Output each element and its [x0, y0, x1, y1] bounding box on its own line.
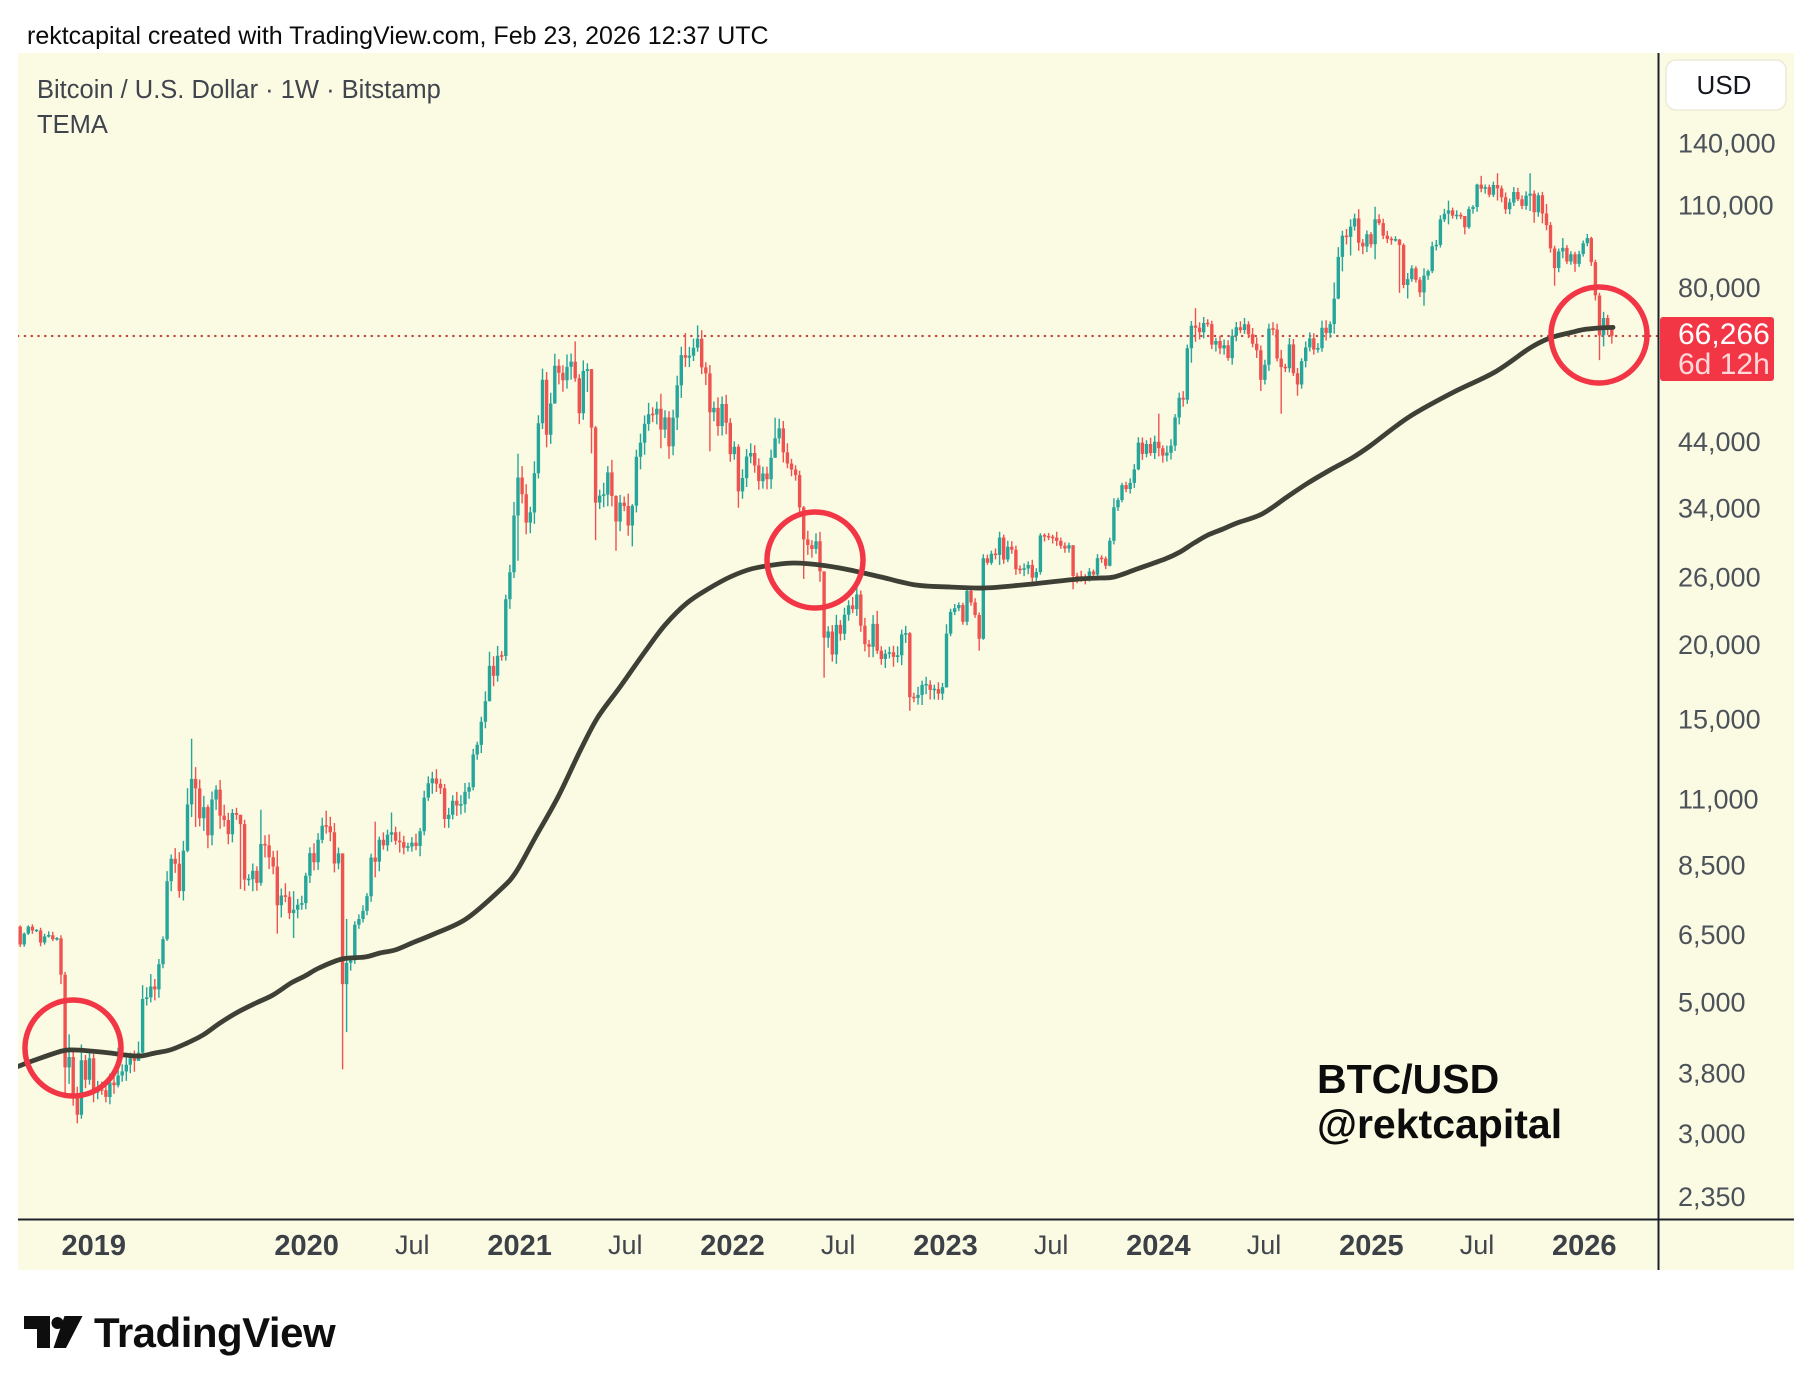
- svg-text:Jul: Jul: [608, 1230, 643, 1260]
- svg-text:34,000: 34,000: [1678, 493, 1761, 523]
- svg-text:11,000: 11,000: [1678, 784, 1759, 814]
- svg-text:Jul: Jul: [1034, 1230, 1069, 1260]
- svg-text:5,000: 5,000: [1678, 988, 1746, 1018]
- svg-text:@rektcapital: @rektcapital: [1317, 1101, 1562, 1147]
- svg-text:110,000: 110,000: [1678, 191, 1774, 221]
- svg-text:USD: USD: [1697, 70, 1752, 100]
- svg-text:3,800: 3,800: [1678, 1058, 1746, 1088]
- svg-text:80,000: 80,000: [1678, 273, 1761, 303]
- svg-text:TEMA: TEMA: [37, 111, 108, 139]
- svg-text:2024: 2024: [1126, 1230, 1191, 1262]
- svg-text:2021: 2021: [487, 1230, 552, 1262]
- svg-text:140,000: 140,000: [1678, 129, 1776, 159]
- svg-text:Jul: Jul: [395, 1230, 430, 1260]
- svg-text:Jul: Jul: [1460, 1230, 1495, 1260]
- svg-text:44,000: 44,000: [1678, 427, 1761, 457]
- svg-text:2020: 2020: [274, 1230, 339, 1262]
- svg-text:Jul: Jul: [1247, 1230, 1282, 1260]
- svg-text:BTC/USD: BTC/USD: [1317, 1056, 1499, 1102]
- svg-text:26,000: 26,000: [1678, 563, 1761, 593]
- svg-text:20,000: 20,000: [1678, 630, 1761, 660]
- svg-text:8,500: 8,500: [1678, 851, 1746, 881]
- svg-text:rektcapital created with Tradi: rektcapital created with TradingView.com…: [27, 22, 769, 50]
- svg-text:2025: 2025: [1339, 1230, 1404, 1262]
- svg-text:2023: 2023: [913, 1230, 978, 1262]
- svg-text:2022: 2022: [700, 1230, 765, 1262]
- svg-text:TradingView: TradingView: [94, 1309, 336, 1356]
- svg-text:2026: 2026: [1552, 1230, 1617, 1262]
- svg-text:15,000: 15,000: [1678, 704, 1761, 734]
- svg-text:Bitcoin / U.S. Dollar · 1W · B: Bitcoin / U.S. Dollar · 1W · Bitstamp: [37, 76, 441, 104]
- svg-text:Jul: Jul: [821, 1230, 856, 1260]
- svg-text:6,500: 6,500: [1678, 920, 1746, 950]
- svg-text:6d 12h: 6d 12h: [1678, 348, 1770, 381]
- svg-text:2019: 2019: [61, 1230, 126, 1262]
- svg-text:3,000: 3,000: [1678, 1119, 1746, 1149]
- svg-text:66,266: 66,266: [1678, 318, 1770, 351]
- svg-text:2,350: 2,350: [1678, 1182, 1746, 1212]
